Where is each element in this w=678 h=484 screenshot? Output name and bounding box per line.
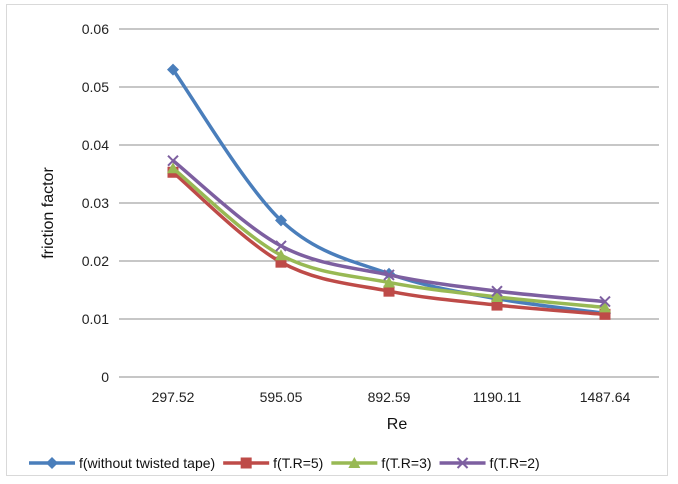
y-tick-label: 0.06 <box>82 21 109 37</box>
legend-marker <box>456 457 469 469</box>
x-tick-label: 297.52 <box>152 389 195 405</box>
data-point <box>491 299 503 311</box>
legend-item: f(T.R=5) <box>223 455 323 471</box>
y-tick-label: 0.05 <box>82 79 109 95</box>
legend-marker <box>46 457 58 469</box>
legend-item: f(without twisted tape) <box>29 455 215 471</box>
data-point <box>599 295 611 308</box>
y-axis-label: friction factor <box>40 167 57 259</box>
data-point <box>275 256 287 268</box>
data-point <box>167 154 179 167</box>
data-point <box>599 308 611 320</box>
legend-label: f(T.R=2) <box>490 455 540 471</box>
y-tick-label: 0.04 <box>82 137 109 153</box>
y-tick-label: 0 <box>101 369 109 385</box>
x-axis-ticks: 297.52 595.05 892.59 1190.11 1487.64 <box>152 389 631 405</box>
legend-label: f(T.R=3) <box>381 455 431 471</box>
data-point <box>167 63 179 76</box>
series-4 <box>167 154 611 308</box>
x-tick-label: 595.05 <box>260 389 303 405</box>
data-point <box>491 290 503 302</box>
series-line <box>171 68 606 315</box>
data-point <box>275 249 287 261</box>
data-point <box>275 240 287 252</box>
y-tick-label: 0.02 <box>82 253 109 269</box>
data-point <box>491 285 503 297</box>
legend-item: f(T.R=2) <box>439 455 540 471</box>
line-chart: 0 0.01 0.02 0.03 0.04 0.05 0.06 297.52 595.05 89… <box>29 21 659 471</box>
x-tick-label: 1190.11 <box>473 389 522 405</box>
legend-marker <box>240 457 252 469</box>
series-3 <box>167 162 611 313</box>
legend: f(without twisted tape) f(T.R=5) f(T.R=3) f… <box>29 455 540 471</box>
gridlines <box>119 28 659 378</box>
legend-label: f(T.R=5) <box>273 455 323 471</box>
data-point <box>599 301 611 313</box>
x-axis-label: Re <box>387 416 408 433</box>
data-point <box>383 276 395 288</box>
y-axis-ticks: 0 0.01 0.02 0.03 0.04 0.05 0.06 <box>82 21 109 385</box>
legend-marker <box>348 457 361 468</box>
data-point <box>383 269 395 281</box>
y-tick-label: 0.01 <box>82 311 109 327</box>
legend-label: f(without twisted tape) <box>79 455 215 471</box>
y-tick-label: 0.03 <box>82 195 109 211</box>
data-point <box>383 285 395 297</box>
chart-frame: 0 0.01 0.02 0.03 0.04 0.05 0.06 297.52 595.05 89… <box>6 4 668 476</box>
data-point <box>275 214 287 227</box>
x-tick-label: 892.59 <box>368 389 411 405</box>
x-tick-label: 1487.64 <box>580 389 631 405</box>
data-point <box>167 162 179 174</box>
series-group <box>167 63 611 320</box>
legend-item: f(T.R=3) <box>331 455 432 471</box>
